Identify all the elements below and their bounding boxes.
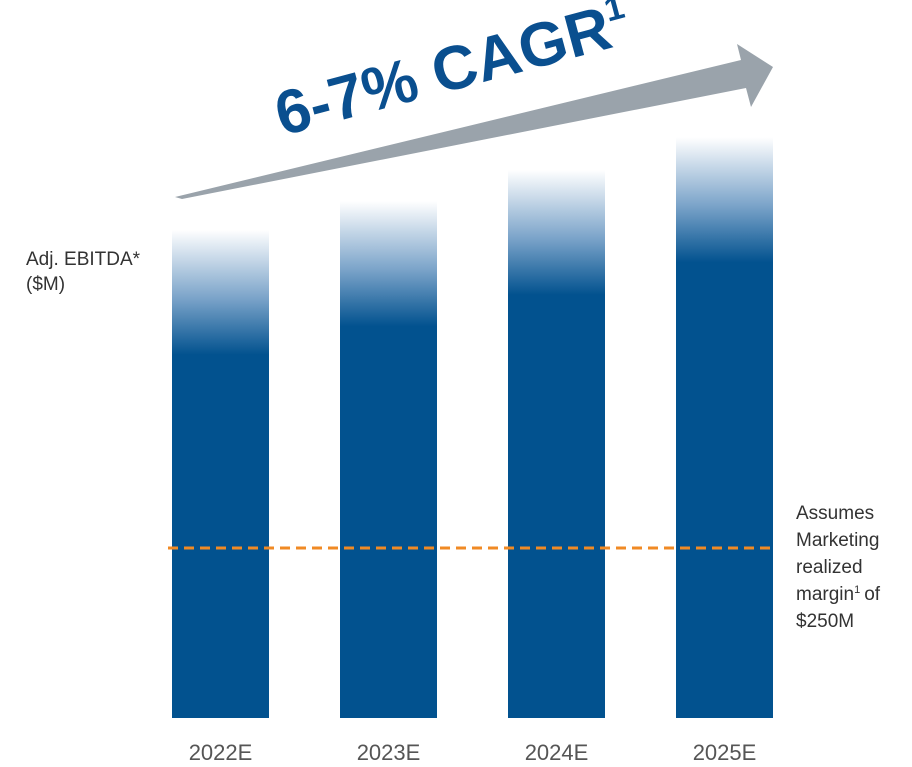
bar: [172, 229, 269, 718]
x-tick-label: 2025E: [693, 740, 757, 765]
annotation-word: margin: [796, 584, 854, 605]
annotation-line: margin1 of: [796, 584, 881, 605]
bar: [676, 137, 773, 718]
growth-arrow: [175, 44, 773, 199]
annotation-word: of: [864, 584, 881, 605]
annotation: Assumes Marketing realized margin1 of $25…: [796, 503, 881, 632]
title-group: 6-7% CAGR1: [268, 0, 637, 150]
annotation-line: Assumes: [796, 503, 874, 524]
y-label: ($M): [26, 274, 65, 295]
bar: [340, 201, 437, 718]
x-tick-label: 2024E: [525, 740, 589, 765]
annotation-superscript: 1: [854, 584, 860, 596]
bar: [508, 169, 605, 719]
annotation-line: $250M: [796, 611, 854, 632]
annotation-line: Marketing: [796, 530, 879, 551]
annotation-line: realized: [796, 557, 863, 578]
title-text: 6-7% CAGR: [268, 0, 619, 150]
x-tick-label: 2023E: [357, 740, 421, 765]
x-tick-label: 2022E: [189, 740, 253, 765]
chart-title: 6-7% CAGR1: [268, 0, 637, 150]
y-label: Adj. EBITDA*: [26, 249, 141, 270]
